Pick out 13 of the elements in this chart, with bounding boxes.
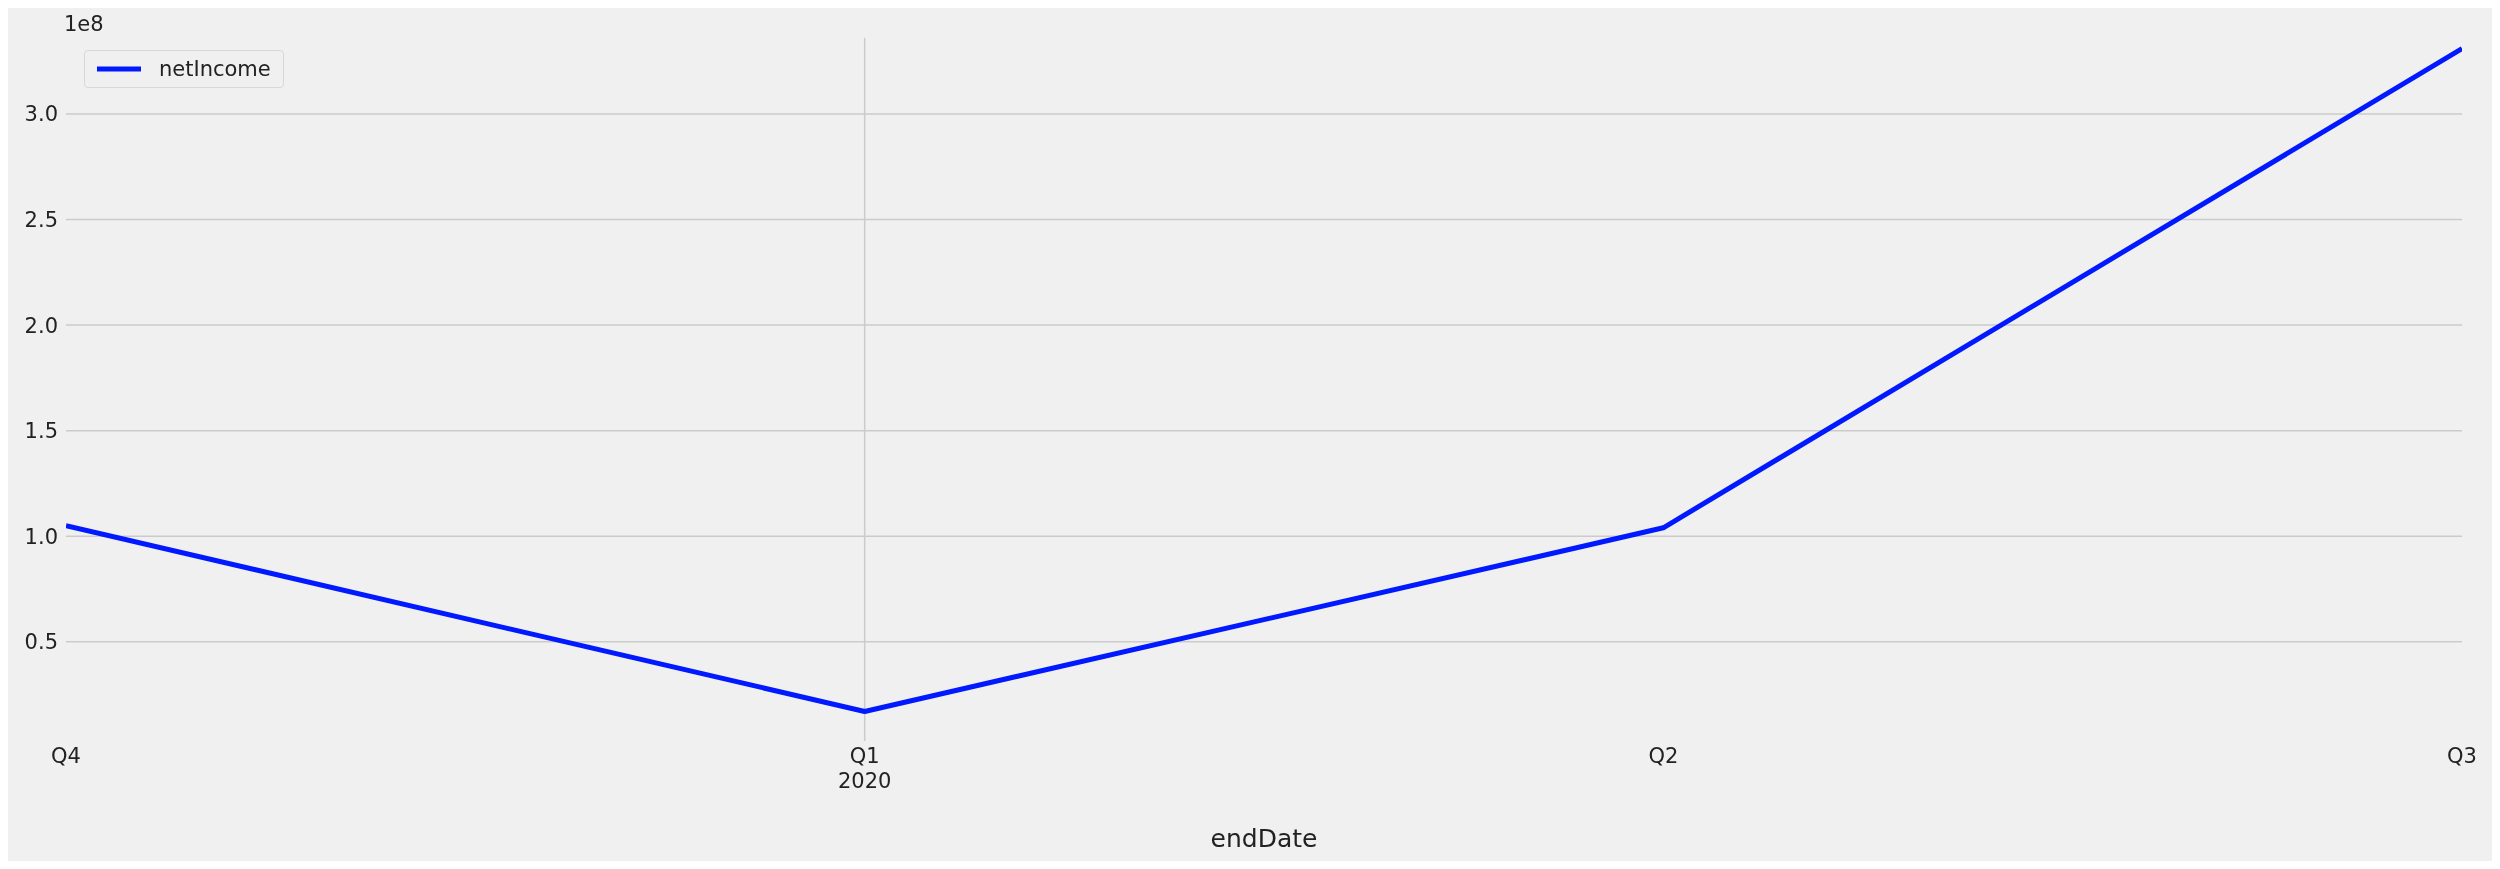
x-tick-label: Q1 2020 [837,744,892,793]
legend-label: netIncome [159,57,271,81]
x-tick-label: Q3 [2447,744,2477,768]
y-tick-label: 2.5 [24,208,58,233]
y-tick-label: 0.5 [24,630,58,655]
y-tick-label: 3.0 [24,102,58,127]
y-tick-label: 1.5 [24,419,58,444]
text: 1e8 [64,12,104,36]
x-tick-label: Q4 [51,744,81,768]
x-axis-title: endDate [1210,824,1318,853]
x-tick-label: Q2 [1648,744,1679,768]
y-tick-label: 1.0 [24,524,58,549]
y-tick-label: 2.0 [24,313,58,338]
